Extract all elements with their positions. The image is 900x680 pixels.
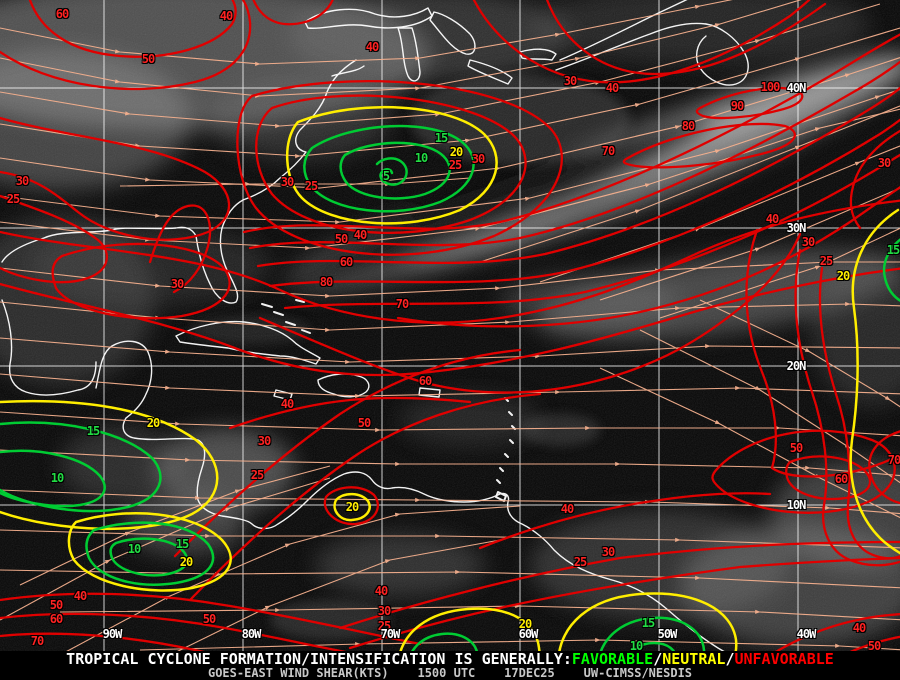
legend-segment: / bbox=[653, 650, 663, 668]
coast-mexico-centam bbox=[1, 299, 729, 653]
product-title: GOES-EAST WIND SHEAR(KTS) 1500 UTC 17DEC… bbox=[207, 666, 693, 680]
favorability-legend: TROPICAL CYCLONE FORMATION/INTENSIFICATI… bbox=[0, 651, 900, 667]
legend-segment: TROPICAL CYCLONE FORMATION/INTENSIFICATI… bbox=[66, 650, 572, 668]
contour-layer-red bbox=[0, 0, 900, 653]
legend-segment: UNFAVORABLE bbox=[734, 650, 834, 668]
contour-layer-yellow bbox=[0, 105, 900, 653]
legend-segment: / bbox=[725, 650, 735, 668]
legend-segment: FAVORABLE bbox=[571, 650, 654, 668]
satellite-map: 60 50 40 40 30 40 100 90 80 70 30 30 25 30 25 25 30 50 40 6… bbox=[0, 0, 900, 653]
caption-bar: TROPICAL CYCLONE FORMATION/INTENSIFICATI… bbox=[0, 651, 900, 680]
legend-segment: NEUTRAL bbox=[662, 650, 726, 668]
map-canvas bbox=[0, 0, 900, 653]
satellite-imagery-layer bbox=[0, 0, 900, 653]
contour-layer-green bbox=[0, 124, 900, 653]
